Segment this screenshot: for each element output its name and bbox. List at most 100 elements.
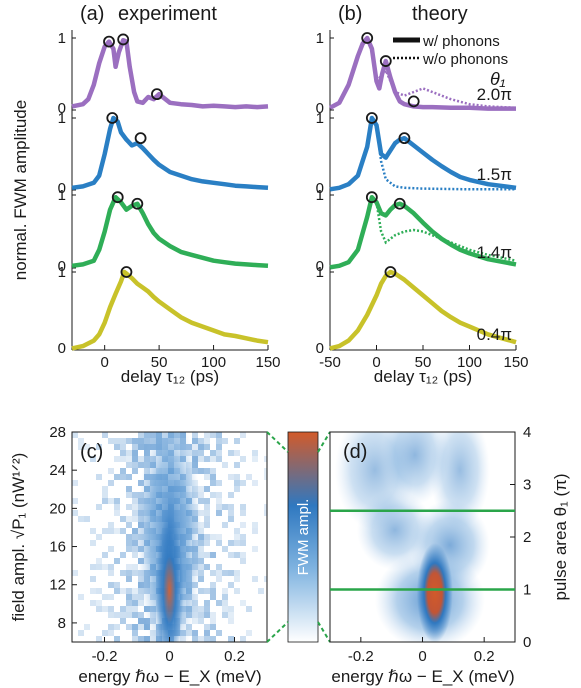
panel-c-pixel [108, 612, 114, 618]
panel-c-x-label: energy ℏω − E_X (meV) [78, 667, 261, 686]
panel-c-pixel [120, 612, 126, 618]
panel-b-series-label: 0.4π [477, 325, 512, 344]
panel-c-y-label: field ampl. √P₁ (nW¹ᐟ²) [9, 453, 28, 622]
panel-c-pixel [138, 624, 144, 630]
panel-c-pixel [132, 624, 138, 630]
panel-b-series-2 [329, 194, 517, 270]
panel-b-marker [398, 132, 411, 145]
panel-c-pixel [216, 492, 222, 498]
panel-c-pixel [138, 432, 144, 438]
panel-c-pixel [108, 594, 114, 600]
panel-c-pixel [228, 618, 234, 624]
panel-c-pixel [132, 468, 138, 474]
panel-c-pixel [138, 618, 144, 624]
panel-c-pixel [264, 456, 267, 462]
panel-b-y-tick-label: 0 [316, 180, 324, 197]
panel-c-pixel [114, 456, 120, 462]
panel-b-y-tick-label: 1 [316, 187, 324, 204]
panel-c-pixel [198, 636, 204, 642]
panel-c-pixel [108, 582, 114, 588]
panel-c-pixel [216, 630, 222, 636]
panel-c-pixel [132, 546, 138, 552]
panel-c-pixel [222, 438, 228, 444]
panel-c-pixel [132, 456, 138, 462]
panel-c-pixel [204, 498, 210, 504]
panel-c-pixel [198, 450, 204, 456]
panel-c-pixel [204, 606, 210, 612]
panel-c-pixel [126, 492, 132, 498]
panel-c-pixel [204, 522, 210, 528]
panel-c-pixel [216, 444, 222, 450]
panel-c-pixel [132, 564, 138, 570]
panel-c-pixel [102, 528, 108, 534]
panel-a-title: experiment [118, 3, 217, 25]
panel-c-pixel [90, 528, 96, 534]
panel-c-pixel [198, 510, 204, 516]
panel-c-pixel [228, 504, 234, 510]
panel-c-pixel [210, 492, 216, 498]
panel-c-pixel [120, 552, 126, 558]
panel-c-pixel [228, 570, 234, 576]
panel-c-pixel [204, 510, 210, 516]
panel-c-pixel [84, 624, 90, 630]
panel-c-pixel [192, 636, 198, 642]
panel-c-pixel [234, 486, 240, 492]
panel-c-pixel [204, 564, 210, 570]
panel-c-pixel [240, 504, 246, 510]
panel-c-pixel [108, 480, 114, 486]
panel-c-pixel [234, 540, 240, 546]
panel-b-x-tick-label: 150 [503, 354, 528, 371]
panel-c-pixel [78, 444, 84, 450]
panel-c-pixel [132, 630, 138, 636]
panel-c-pixel [228, 612, 234, 618]
panel-c-pixel [240, 432, 246, 438]
panel-c-pixel [108, 624, 114, 630]
panel-c-pixel [114, 528, 120, 534]
panel-c-pixel [114, 612, 120, 618]
panel-a-marker [151, 88, 163, 101]
panel-c-pixel [240, 456, 246, 462]
panel-b-y-tick-label: 0 [316, 100, 324, 117]
panel-c-pixel [84, 444, 90, 450]
connector-top [266, 431, 289, 453]
panel-c-pixel [198, 588, 204, 594]
panel-c-pixel [138, 438, 144, 444]
panel-c-pixel [234, 528, 240, 534]
panel-c-pixel [126, 462, 132, 468]
panel-c-pixel [192, 450, 198, 456]
panel-a-x-tick-label: 150 [255, 354, 280, 371]
panel-c-pixel [198, 498, 204, 504]
panel-c-pixel [108, 498, 114, 504]
panel-c-pixel [126, 516, 132, 522]
panel-a-y-tick-label: 1 [58, 110, 66, 127]
panel-b-series-label: 1.4π [477, 243, 512, 262]
panel-a-marker [103, 35, 115, 48]
panel-d-x-tick-label: -0.2 [348, 648, 374, 665]
panel-c-pixel [198, 468, 204, 474]
panel-c-y-tick-label: 20 [49, 500, 66, 517]
panel-c-pixel [198, 486, 204, 492]
panel-a-marker [117, 33, 130, 46]
panel-a-label: (a) [80, 3, 104, 25]
panel-c-pixel [252, 546, 258, 552]
panel-c-pixel [234, 588, 240, 594]
panel-c-pixel [234, 450, 240, 456]
panel-c-pixel [120, 606, 126, 612]
panel-c-pixel [240, 600, 246, 606]
panel-b-x-tick-label: 0 [372, 354, 380, 371]
panel-c-pixel [210, 456, 216, 462]
panel-c-pixel [132, 444, 138, 450]
panel-c-x-tick-label: -0.2 [92, 648, 118, 665]
panel-c-pixel [216, 534, 222, 540]
panel-d-label: (d) [343, 441, 367, 463]
panel-c-pixel [234, 462, 240, 468]
panel-c-pixel [132, 552, 138, 558]
panel-c-pixel [216, 450, 222, 456]
panel-c-pixel [210, 618, 216, 624]
panel-c-pixel [234, 480, 240, 486]
panel-b-x-tick-label: 50 [415, 354, 432, 371]
panel-c-pixel [204, 600, 210, 606]
panel-c-pixel [132, 606, 138, 612]
panel-c-pixel [132, 570, 138, 576]
